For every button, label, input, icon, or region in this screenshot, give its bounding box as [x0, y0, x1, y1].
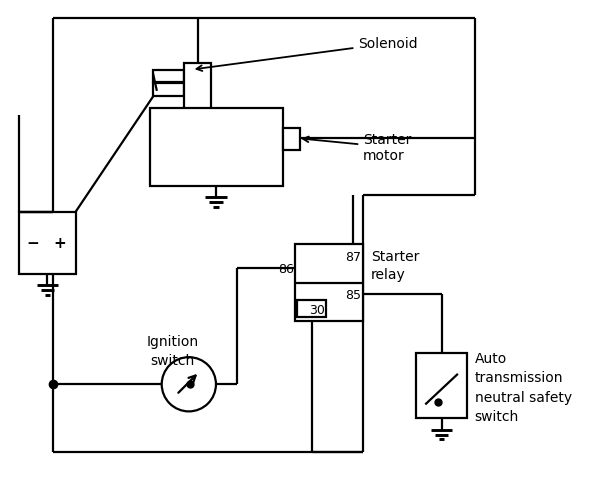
- Bar: [184, 64, 211, 110]
- Text: +: +: [54, 236, 67, 251]
- Bar: [153, 71, 184, 83]
- Text: Starter
motor: Starter motor: [303, 132, 411, 163]
- Text: Ignition
switch: Ignition switch: [146, 335, 198, 367]
- Bar: [297, 300, 326, 318]
- Text: 86: 86: [278, 262, 294, 275]
- Text: 30: 30: [309, 303, 324, 316]
- Text: Auto
transmission
neutral safety
switch: Auto transmission neutral safety switch: [474, 351, 572, 423]
- Bar: [296, 244, 363, 322]
- Text: Starter
relay: Starter relay: [371, 250, 419, 282]
- Text: −: −: [27, 236, 40, 251]
- Text: 85: 85: [346, 288, 362, 301]
- Text: Solenoid: Solenoid: [196, 37, 418, 72]
- Bar: [153, 84, 184, 96]
- Text: 87: 87: [346, 251, 362, 264]
- Bar: [283, 128, 300, 151]
- Bar: [19, 213, 76, 274]
- Bar: [417, 354, 467, 418]
- Bar: [150, 109, 283, 186]
